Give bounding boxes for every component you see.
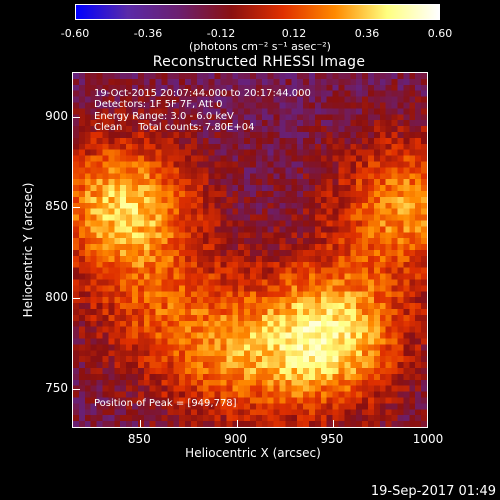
heatmap-image — [73, 73, 427, 427]
y-tick-mark — [73, 389, 80, 391]
x-tick-mark — [140, 420, 142, 427]
x-tick-label: 1000 — [412, 432, 444, 446]
x-tick-label: 900 — [224, 432, 248, 446]
x-axis-label: Heliocentric X (arcsec) — [185, 446, 321, 460]
y-axis-label: Heliocentric Y (arcsec) — [21, 182, 35, 318]
peak-position-label: Position of Peak = [949,778] — [94, 398, 237, 409]
annotation-energy: Energy Range: 3.0 - 6.0 keV — [94, 111, 234, 122]
colorbar-unit: (photons cm⁻² s⁻¹ asec⁻²) — [189, 40, 331, 53]
colorbar-tick-label: 0.60 — [427, 27, 453, 40]
y-tick-mark — [73, 298, 80, 300]
y-tick-label: 850 — [45, 199, 68, 214]
chart-title: Reconstructed RHESSI Image — [152, 54, 366, 70]
x-tick-mark — [332, 420, 334, 427]
footer-timestamp: 19-Sep-2017 01:49 — [370, 484, 496, 499]
annotation-detectors: Detectors: 1F 5F 7F, Att 0 — [94, 99, 223, 110]
annotation-time: 19-Oct-2015 20:07:44.000 to 20:17:44.000 — [94, 88, 311, 99]
annotation-counts: Clean Total counts: 7.80E+04 — [94, 122, 255, 133]
colorbar-tick-label: 0.36 — [354, 27, 380, 40]
y-tick-mark — [73, 207, 80, 209]
x-tick-label: 850 — [127, 432, 151, 446]
colorbar — [75, 4, 440, 20]
colorbar-tick-label: -0.36 — [133, 27, 163, 40]
x-tick-label: 950 — [320, 432, 344, 446]
y-tick-label: 800 — [45, 290, 68, 305]
y-tick-mark — [73, 116, 80, 118]
y-tick-label: 900 — [45, 108, 68, 123]
colorbar-tick-label: -0.60 — [60, 27, 90, 40]
colorbar-tick-label: 0.12 — [281, 27, 307, 40]
plot-area — [72, 72, 428, 428]
x-tick-mark — [236, 420, 238, 427]
y-tick-label: 750 — [45, 381, 68, 396]
colorbar-tick-label: -0.12 — [206, 27, 236, 40]
